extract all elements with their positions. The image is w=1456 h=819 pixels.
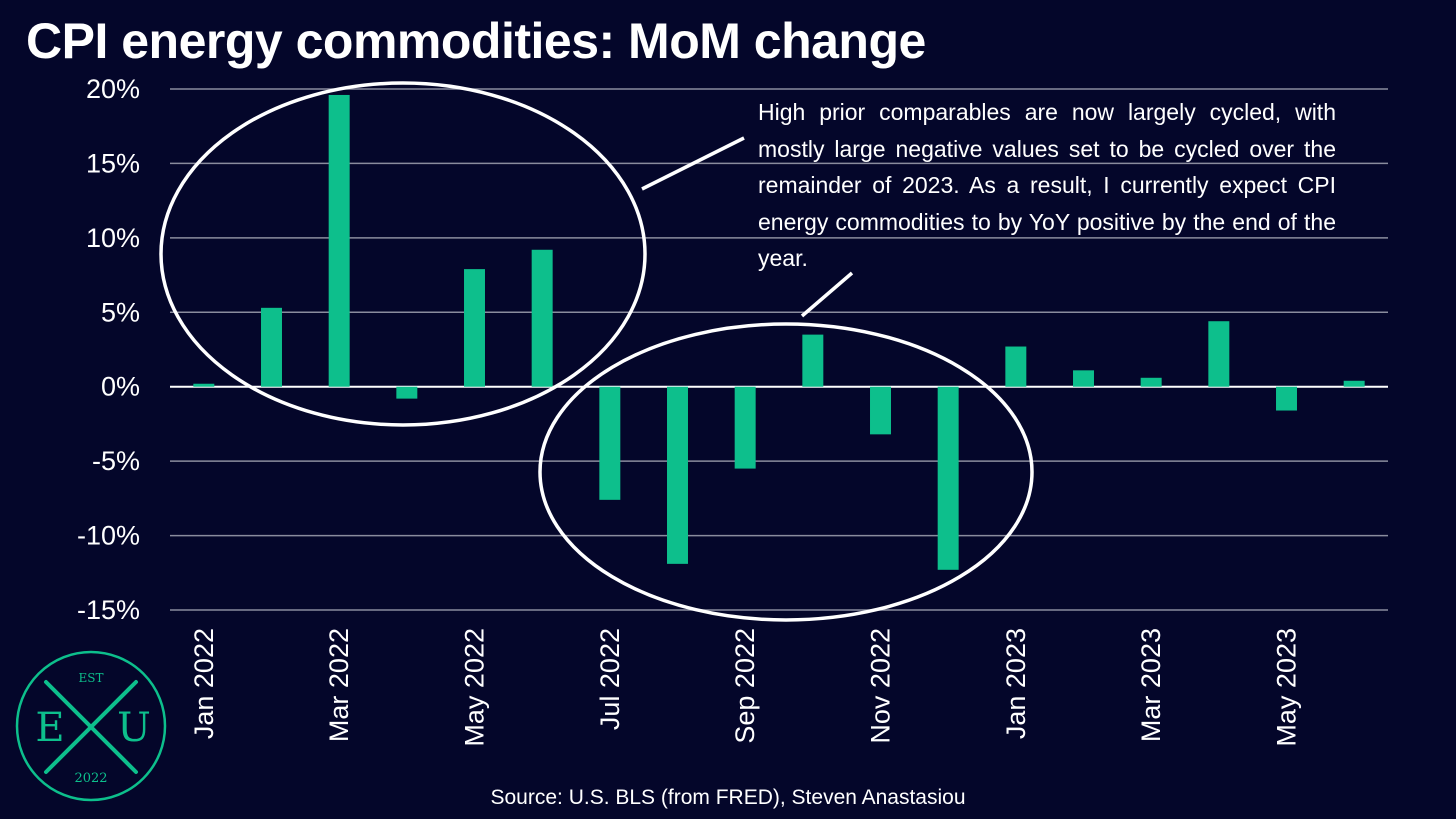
crossed-swords-icon: [44, 680, 138, 774]
bar-jun-2023: [1343, 380, 1365, 387]
bar-may-2023: [1276, 386, 1297, 411]
bar-jul-2022: [599, 386, 621, 500]
x-tick-label: Jul 2022: [595, 628, 625, 730]
bar-oct-2022: [802, 334, 824, 387]
y-tick-label: 0%: [101, 372, 140, 402]
x-tick-label: Nov 2022: [866, 628, 896, 744]
bar-mar-2022: [328, 94, 350, 387]
annotation-text: High prior comparables are now largely c…: [758, 99, 1336, 271]
bar-jun-2022: [531, 249, 553, 387]
y-tick-label: 20%: [86, 74, 140, 104]
chart-title: CPI energy commodities: MoM change: [26, 13, 926, 69]
bar-feb-2022: [261, 307, 282, 387]
y-tick-label: -5%: [92, 446, 140, 476]
x-tick-label: Sep 2022: [730, 628, 760, 744]
highlight-ellipse-late-2022: [538, 322, 1034, 622]
y-tick-label: -10%: [77, 521, 140, 551]
x-tick-label: Mar 2022: [324, 628, 354, 742]
x-tick-label: May 2022: [460, 628, 490, 747]
logo-top-text: EST: [79, 671, 104, 685]
logo-bottom-text: 2022: [74, 771, 107, 786]
bar-jan-2022: [193, 383, 215, 387]
y-axis-ticks: 20% 15% 10% 5% 0% -5% -10% -15%: [77, 74, 140, 625]
x-axis-ticks: Jan 2022 Mar 2022 May 2022 Jul 2022 Sep 2022…: [189, 628, 1302, 747]
callout-line-upper: [641, 136, 745, 191]
bars: [193, 94, 1365, 570]
y-tick-label: -15%: [77, 595, 140, 625]
bar-aug-2022: [667, 386, 688, 564]
bar-nov-2022: [870, 386, 891, 435]
x-tick-label: Jan 2022: [189, 628, 219, 739]
x-tick-label: Jan 2023: [1001, 628, 1031, 739]
x-tick-label: Mar 2023: [1136, 628, 1166, 742]
bar-apr-2023: [1208, 321, 1230, 387]
bar-jan-2023: [1005, 346, 1027, 387]
callout-line-lower: [800, 271, 854, 318]
gridlines: [170, 88, 1388, 611]
annotation-shapes: [159, 81, 1034, 622]
x-tick-label: May 2023: [1272, 628, 1302, 747]
bar-feb-2023: [1073, 370, 1094, 387]
logo-right-letter: U: [117, 705, 151, 751]
bar-sep-2022: [734, 386, 756, 469]
bar-dec-2022: [937, 386, 959, 570]
bar-apr-2022: [396, 386, 418, 399]
bar-may-2022: [464, 269, 485, 387]
highlight-ellipse-early-2022: [159, 81, 647, 427]
y-tick-label: 15%: [86, 148, 140, 178]
y-tick-label: 5%: [101, 297, 140, 327]
source-note: Source: U.S. BLS (from FRED), Steven Ana…: [490, 786, 966, 809]
y-tick-label: 10%: [86, 223, 140, 253]
exu-logo: EST E U 2022: [15, 650, 167, 802]
logo-left-letter: E: [35, 705, 64, 751]
bar-mar-2023: [1140, 377, 1162, 387]
